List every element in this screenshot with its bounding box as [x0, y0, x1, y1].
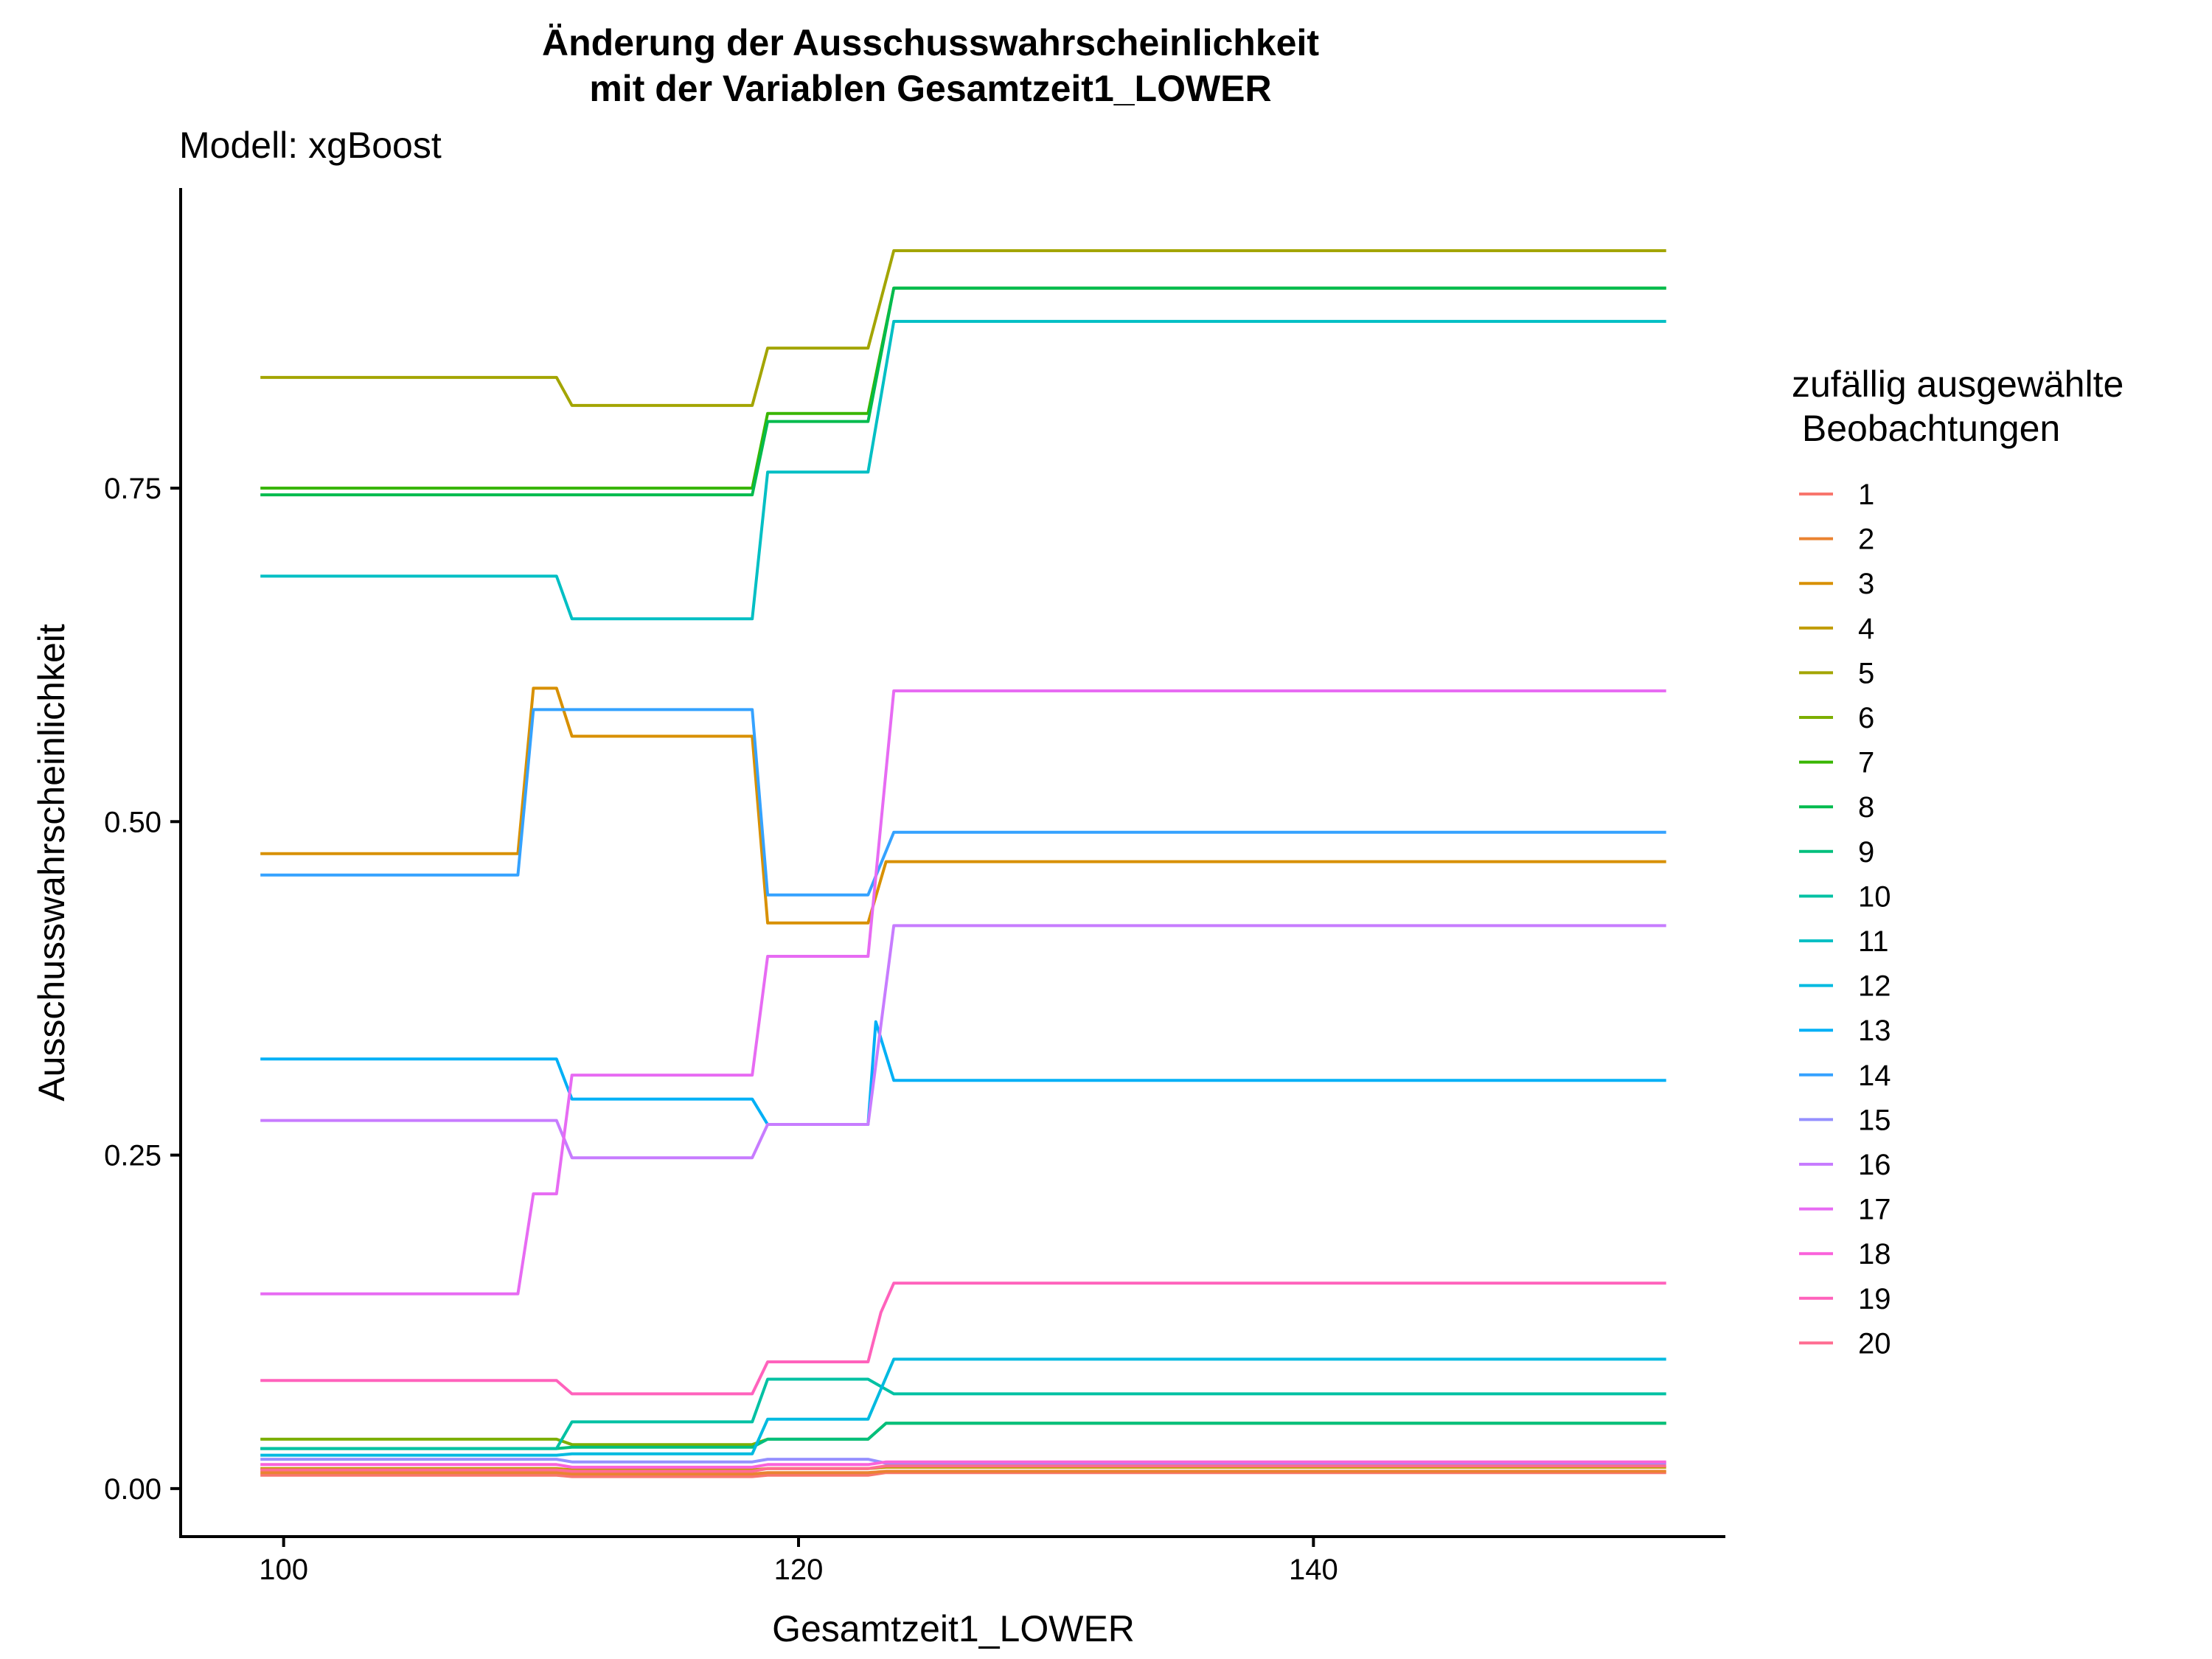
legend-label-5: 5: [1858, 657, 1874, 689]
series-group: [260, 249, 1666, 1478]
series-line-9: [260, 1422, 1666, 1450]
legend-label-1: 1: [1858, 479, 1874, 511]
legend-label-20: 20: [1858, 1327, 1891, 1360]
legend-label-7: 7: [1858, 747, 1874, 779]
chart-title-line-1: Änderung der Ausschusswahrscheinlichkeit: [542, 22, 1319, 63]
y-tick-label: 0.75: [104, 473, 161, 505]
legend-label-10: 10: [1858, 880, 1891, 913]
legend-label-14: 14: [1858, 1060, 1891, 1092]
series-line-6: [260, 1422, 1666, 1447]
series-line-7: [260, 286, 1666, 490]
legend-label-15: 15: [1858, 1104, 1891, 1136]
legend-label-4: 4: [1858, 613, 1874, 645]
legend-label-6: 6: [1858, 702, 1874, 734]
x-tick-label: 120: [774, 1554, 824, 1586]
y-tick-label: 0.25: [104, 1140, 161, 1172]
legend-label-2: 2: [1858, 524, 1874, 556]
legend-title-line-1: zufällig ausgewählte: [1792, 364, 2124, 405]
y-tick-label: 0.00: [104, 1473, 161, 1506]
series-line-1: [260, 1471, 1666, 1478]
chart-title-line-2: mit der Variablen Gesamtzeit1_LOWER: [589, 68, 1271, 109]
series-line-13: [260, 1020, 1666, 1126]
legend-label-3: 3: [1858, 568, 1874, 600]
legend: zufällig ausgewählte Beobachtungen 12345…: [1792, 364, 2124, 1360]
x-axis-title: Gesamtzeit1_LOWER: [772, 1608, 1135, 1649]
series-line-18: [260, 1460, 1666, 1469]
legend-label-13: 13: [1858, 1015, 1891, 1047]
legend-label-11: 11: [1858, 925, 1889, 958]
series-line-12: [260, 1357, 1666, 1457]
legend-label-8: 8: [1858, 791, 1874, 824]
y-axis-title: Ausschusswahrscheinlichkeit: [31, 624, 72, 1102]
chart-subtitle: Modell: xgBoost: [179, 125, 442, 166]
x-ticks: 100 120 140: [259, 1537, 1338, 1586]
x-tick-label: 100: [259, 1554, 308, 1586]
series-line-11: [260, 319, 1666, 621]
legend-label-19: 19: [1858, 1283, 1891, 1315]
x-tick-label: 140: [1289, 1554, 1338, 1586]
series-line-16: [260, 924, 1666, 1160]
series-line-5: [260, 249, 1666, 407]
series-line-19: [260, 1281, 1666, 1396]
legend-title-line-2: Beobachtungen: [1792, 408, 2060, 449]
series-line-14: [260, 708, 1666, 897]
series-line-17: [260, 689, 1666, 1295]
series-line-20: [260, 1464, 1666, 1473]
series-line-2: [260, 1470, 1666, 1475]
series-line-3: [260, 686, 1666, 925]
legend-label-12: 12: [1858, 970, 1891, 1003]
series-line-8: [260, 286, 1666, 497]
legend-label-16: 16: [1858, 1149, 1891, 1181]
legend-label-9: 9: [1858, 836, 1874, 869]
series-line-10: [260, 1377, 1666, 1450]
legend-label-18: 18: [1858, 1238, 1891, 1270]
y-ticks: 0.00 0.25 0.50 0.75: [104, 473, 181, 1506]
legend-label-17: 17: [1858, 1194, 1891, 1226]
y-tick-label: 0.50: [104, 806, 161, 838]
